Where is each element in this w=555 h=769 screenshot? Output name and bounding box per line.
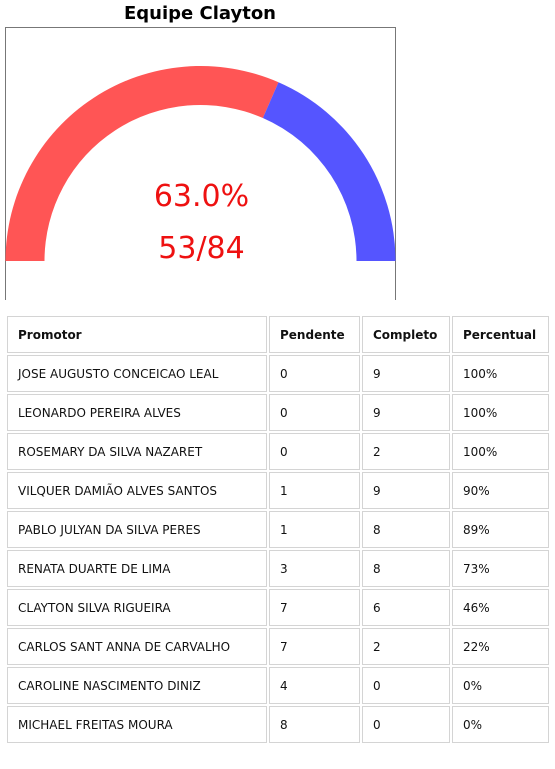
table-row: CLAYTON SILVA RIGUEIRA 7 6 46% xyxy=(7,589,549,626)
cell-pendente: 1 xyxy=(269,472,360,509)
cell-pendente: 0 xyxy=(269,394,360,431)
cell-completo: 8 xyxy=(362,550,450,587)
cell-promotor: PABLO JULYAN DA SILVA PERES xyxy=(7,511,267,548)
cell-promotor: JOSE AUGUSTO CONCEICAO LEAL xyxy=(7,355,267,392)
cell-pendente: 0 xyxy=(269,433,360,470)
cell-pendente: 3 xyxy=(269,550,360,587)
table-row: CARLOS SANT ANNA DE CARVALHO 7 2 22% xyxy=(7,628,549,665)
table-row: PABLO JULYAN DA SILVA PERES 1 8 89% xyxy=(7,511,549,548)
cell-completo: 6 xyxy=(362,589,450,626)
cell-pendente: 0 xyxy=(269,355,360,392)
table-row: LEONARDO PEREIRA ALVES 0 9 100% xyxy=(7,394,549,431)
cell-promotor: CARLOS SANT ANNA DE CARVALHO xyxy=(7,628,267,665)
header-completo: Completo xyxy=(362,316,450,353)
cell-percentual: 100% xyxy=(452,433,549,470)
cell-promotor: VILQUER DAMIÃO ALVES SANTOS xyxy=(7,472,267,509)
gauge-svg xyxy=(5,65,396,261)
cell-completo: 9 xyxy=(362,355,450,392)
gauge-panel: 63.0% 53/84 xyxy=(5,27,396,300)
table-row: MICHAEL FREITAS MOURA 8 0 0% xyxy=(7,706,549,743)
cell-completo: 0 xyxy=(362,667,450,704)
cell-percentual: 90% xyxy=(452,472,549,509)
cell-percentual: 46% xyxy=(452,589,549,626)
header-percentual: Percentual xyxy=(452,316,549,353)
gauge-fraction: 53/84 xyxy=(158,231,245,266)
cell-percentual: 100% xyxy=(452,394,549,431)
promotor-table: Promotor Pendente Completo Percentual JO… xyxy=(5,314,551,745)
cell-completo: 9 xyxy=(362,472,450,509)
cell-percentual: 22% xyxy=(452,628,549,665)
header-pendente: Pendente xyxy=(269,316,360,353)
gauge-percent: 63.0% xyxy=(153,179,250,214)
cell-percentual: 100% xyxy=(452,355,549,392)
cell-pendente: 7 xyxy=(269,628,360,665)
cell-pendente: 7 xyxy=(269,589,360,626)
table-row: ROSEMARY DA SILVA NAZARET 0 2 100% xyxy=(7,433,549,470)
gauge-arc-completed xyxy=(5,65,279,261)
cell-promotor: CAROLINE NASCIMENTO DINIZ xyxy=(7,667,267,704)
cell-completo: 2 xyxy=(362,433,450,470)
table-row: JOSE AUGUSTO CONCEICAO LEAL 0 9 100% xyxy=(7,355,549,392)
table-row: CAROLINE NASCIMENTO DINIZ 4 0 0% xyxy=(7,667,549,704)
cell-completo: 2 xyxy=(362,628,450,665)
cell-completo: 9 xyxy=(362,394,450,431)
cell-completo: 8 xyxy=(362,511,450,548)
cell-pendente: 1 xyxy=(269,511,360,548)
cell-percentual: 0% xyxy=(452,706,549,743)
cell-pendente: 8 xyxy=(269,706,360,743)
table-row: VILQUER DAMIÃO ALVES SANTOS 1 9 90% xyxy=(7,472,549,509)
cell-percentual: 73% xyxy=(452,550,549,587)
cell-promotor: RENATA DUARTE DE LIMA xyxy=(7,550,267,587)
table-row: RENATA DUARTE DE LIMA 3 8 73% xyxy=(7,550,549,587)
gauge-arc-remaining xyxy=(262,82,396,261)
cell-percentual: 0% xyxy=(452,667,549,704)
cell-promotor: ROSEMARY DA SILVA NAZARET xyxy=(7,433,267,470)
cell-percentual: 89% xyxy=(452,511,549,548)
cell-promotor: CLAYTON SILVA RIGUEIRA xyxy=(7,589,267,626)
cell-completo: 0 xyxy=(362,706,450,743)
table-header-row: Promotor Pendente Completo Percentual xyxy=(7,316,549,353)
gauge-title: Equipe Clayton xyxy=(123,3,276,24)
cell-promotor: LEONARDO PEREIRA ALVES xyxy=(7,394,267,431)
cell-promotor: MICHAEL FREITAS MOURA xyxy=(7,706,267,743)
header-promotor: Promotor xyxy=(7,316,267,353)
cell-pendente: 4 xyxy=(269,667,360,704)
